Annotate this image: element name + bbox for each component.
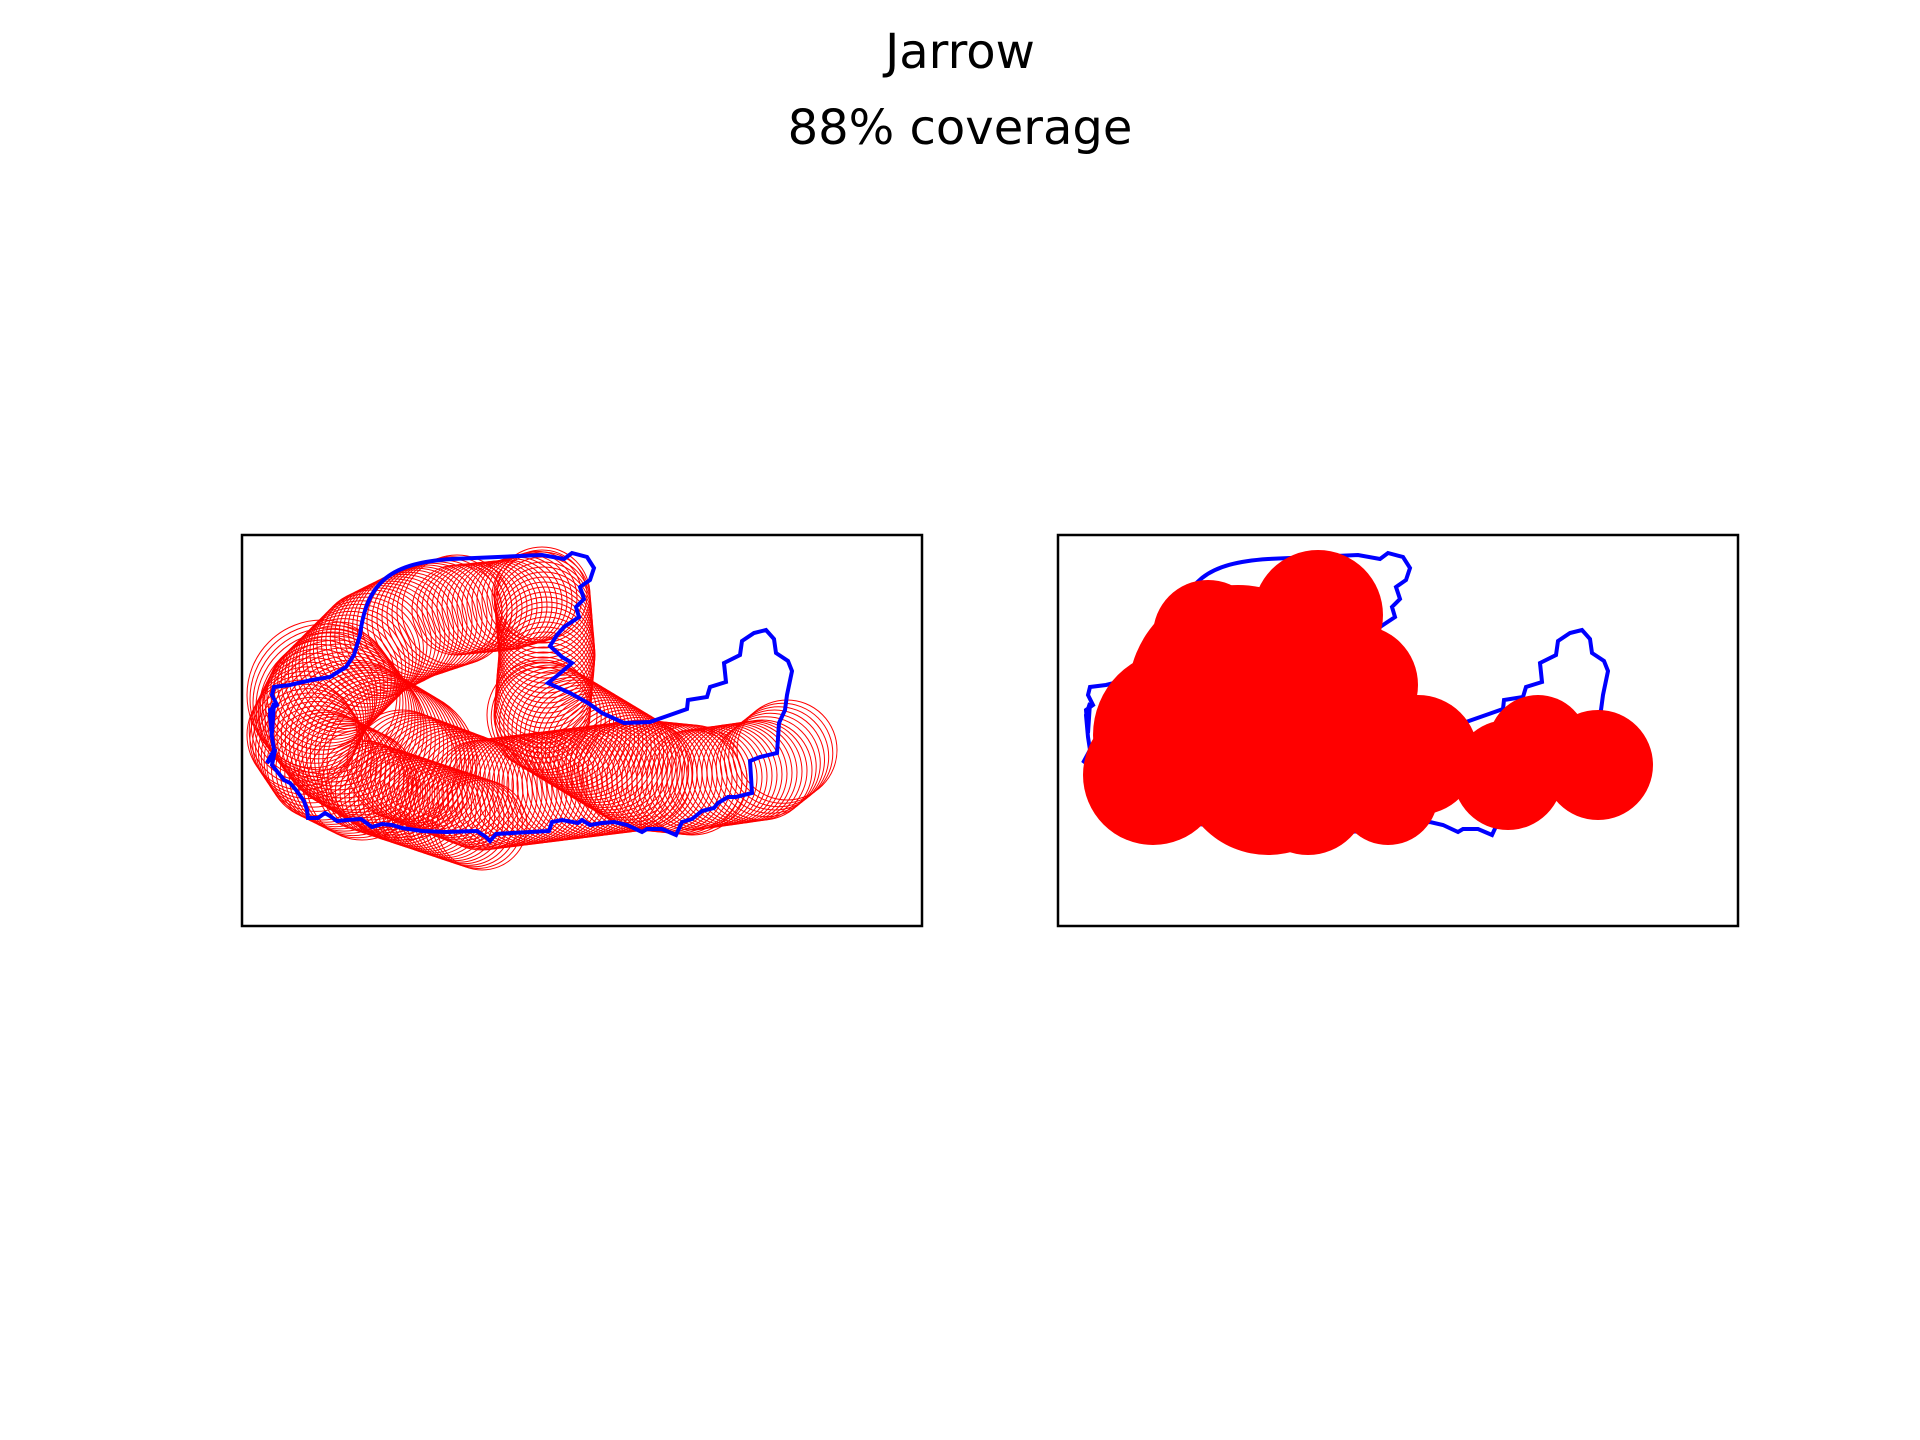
buffer-circle: [493, 546, 591, 644]
buffer-circle: [287, 618, 399, 730]
buffer-circle: [266, 709, 378, 821]
buffer-circle: [371, 564, 483, 676]
panel-filled-coverage: [1081, 550, 1653, 855]
buffer-circle: [493, 551, 591, 649]
buffer-circle: [277, 628, 389, 740]
coverage-fill-disc: [1153, 580, 1263, 690]
buffer-circle: [412, 734, 524, 846]
buffer-circle: [246, 619, 398, 771]
buffer-circle: [366, 566, 478, 678]
buffer-circle: [565, 707, 677, 818]
right-axes-frame: [1056, 533, 1740, 928]
buffer-circle: [499, 667, 610, 778]
buffer-circle: [422, 774, 514, 866]
buffer-circle: [264, 643, 376, 755]
coverage-subtitle: 88% coverage: [787, 100, 1133, 156]
buffer-circle: [418, 773, 509, 865]
buffer-circle: [490, 662, 602, 773]
buffer-circle: [259, 652, 371, 764]
buffer-circle: [252, 627, 404, 779]
buffer-circle: [715, 716, 817, 818]
buffer-circle: [305, 600, 417, 712]
buffer-circle: [540, 692, 652, 803]
buffer-circle: [528, 684, 640, 796]
buffer-circle: [493, 666, 591, 764]
buffer-circle: [255, 661, 367, 773]
buffer-circle: [376, 562, 488, 674]
buffer-circle: [257, 696, 369, 808]
buffer-circle: [318, 684, 470, 836]
coverage-fill-disc: [1488, 695, 1588, 795]
buffer-circle: [574, 712, 685, 823]
figure-title: Jarrow: [885, 24, 1035, 80]
buffer-circle: [498, 606, 596, 704]
buffer-circle: [476, 555, 568, 647]
buffer-circle: [494, 664, 606, 776]
coverage-circles-filled: [1083, 550, 1653, 855]
buffer-circle: [279, 716, 391, 828]
buffer-circle: [724, 709, 825, 811]
buffer-circle: [306, 729, 418, 841]
buffer-circle: [302, 727, 414, 839]
coverage-fill-disc: [1303, 720, 1413, 830]
coverage-fill-disc: [1083, 705, 1223, 845]
buffer-circle: [249, 683, 361, 795]
buffer-circle: [711, 719, 813, 821]
buffer-circle: [257, 657, 369, 769]
buffer-circle: [427, 776, 519, 868]
panel-outline-circles: [246, 546, 838, 871]
buffer-circle: [255, 692, 367, 804]
buffer-circle: [436, 779, 528, 871]
buffer-circle: [329, 582, 441, 694]
buffer-circle: [431, 778, 523, 869]
buffer-circle: [334, 580, 446, 692]
buffer-circle: [732, 702, 834, 804]
buffer-circle: [728, 706, 830, 808]
left-axes-frame: [240, 533, 924, 928]
buffer-circle: [284, 718, 396, 830]
buffer-circle: [407, 732, 519, 844]
buffer-circle: [246, 679, 358, 791]
buffer-circle: [515, 677, 627, 788]
buffer-circle: [719, 712, 821, 814]
buffer-circle: [413, 771, 505, 863]
buffer-circle: [266, 639, 378, 751]
buffer-circle: [381, 561, 493, 673]
buffer-circle: [253, 666, 365, 778]
buffer-circle: [291, 614, 403, 726]
buffer-circle: [260, 700, 372, 812]
